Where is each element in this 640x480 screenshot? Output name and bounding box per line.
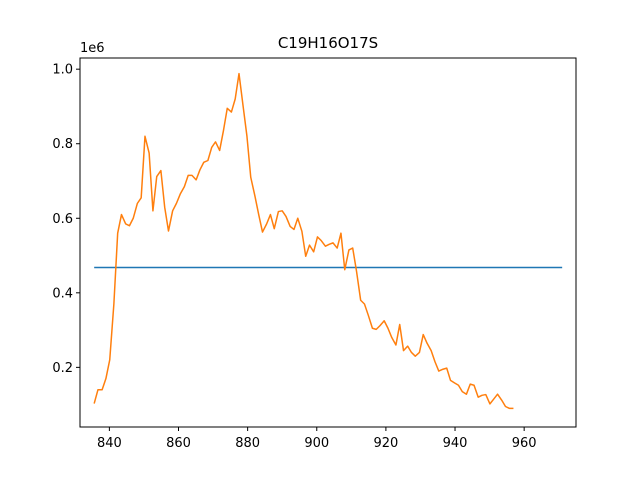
x-tick-label: 940 bbox=[443, 436, 468, 451]
y-tick-label: 0.8 bbox=[52, 137, 73, 152]
x-tick-label: 860 bbox=[166, 436, 191, 451]
axes-frame bbox=[79, 57, 577, 428]
series-line-intensity bbox=[93, 72, 514, 410]
y-tick-label: 0.6 bbox=[52, 212, 73, 227]
chart-title: C19H16O17S bbox=[278, 34, 378, 52]
x-tick-label: 960 bbox=[512, 436, 537, 451]
x-tick-label: 900 bbox=[304, 436, 329, 451]
x-tick-label: 920 bbox=[373, 436, 398, 451]
y-tick-label: 0.2 bbox=[52, 361, 73, 376]
y-axis-offset-label: 1e6 bbox=[80, 41, 105, 56]
y-tick-label: 0.4 bbox=[52, 286, 73, 301]
x-tick-label: 840 bbox=[97, 436, 122, 451]
y-tick-label: 1.0 bbox=[52, 63, 73, 78]
x-tick-label: 880 bbox=[235, 436, 260, 451]
plot-area: 840 860 880 900 920 940 960 0.2 0.4 0.6 0.8 1.0 bbox=[52, 57, 577, 451]
